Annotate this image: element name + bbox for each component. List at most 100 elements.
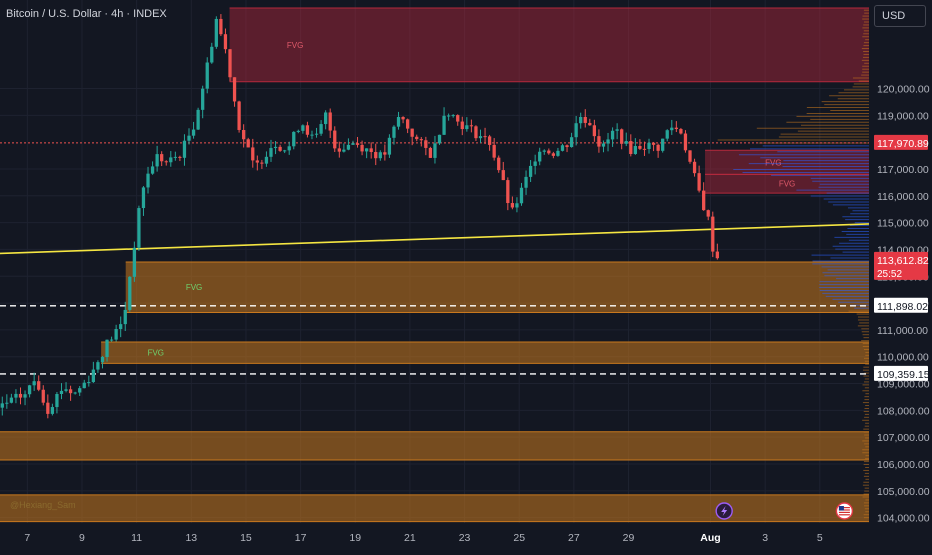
candle-body	[629, 141, 633, 154]
trendline[interactable]	[0, 223, 870, 255]
price-label-box	[874, 365, 928, 381]
candle-body	[264, 156, 269, 164]
candle-body	[451, 115, 455, 117]
time-tick-label: 11	[131, 532, 142, 544]
price-label-value: 113,612.82	[877, 255, 929, 267]
candle-body	[160, 154, 164, 162]
candle-body	[27, 385, 32, 395]
fvg-zone	[705, 150, 869, 175]
candle-body	[442, 115, 446, 135]
candle-body	[232, 77, 237, 102]
time-axis[interactable]: 7 9 11 13 15 17 19 21 23 25 27 29 Aug 3 5	[0, 523, 932, 550]
candle-body	[73, 392, 77, 394]
candle-body	[100, 357, 105, 363]
currency-button[interactable]: USD	[874, 5, 926, 27]
price-label-box	[874, 251, 928, 280]
candle-body	[506, 180, 510, 204]
price-label-box	[874, 297, 928, 313]
candle-body	[18, 393, 23, 398]
candle-body	[164, 161, 168, 163]
candle-body	[114, 329, 118, 340]
candle-body	[251, 147, 255, 161]
price-tick-label: 108,000.00	[877, 405, 930, 417]
candle-body	[41, 389, 45, 403]
candle-body	[324, 112, 328, 125]
candle-body	[446, 115, 451, 117]
candle-body	[551, 153, 556, 156]
flag-stripe	[838, 509, 850, 511]
candle-body	[301, 125, 305, 131]
lightning-glyph	[721, 506, 728, 516]
candle-body	[515, 203, 519, 208]
candle-body	[155, 154, 159, 167]
candle-body	[374, 151, 378, 159]
candle-body	[360, 144, 364, 152]
time-tick-label: 21	[404, 532, 416, 544]
candle-body	[679, 129, 683, 134]
candle-body	[670, 127, 674, 131]
time-tick-label: 27	[568, 532, 580, 544]
candle-body	[132, 247, 136, 277]
candle-body	[560, 145, 565, 151]
candle-body	[538, 151, 542, 162]
candle-body	[579, 116, 583, 124]
candle-body	[638, 146, 642, 149]
time-axis-bg	[0, 523, 932, 550]
price-tick-label: 119,000.00	[877, 110, 929, 122]
candle-body	[273, 146, 278, 149]
candle-body	[624, 141, 628, 144]
candle-body	[123, 309, 127, 325]
fvg-label: FVG	[765, 158, 781, 167]
candle-body	[656, 144, 660, 151]
time-tick-label: 19	[349, 532, 361, 544]
candle-body	[588, 122, 592, 126]
candle-body	[305, 125, 310, 135]
price-tick-label: 110,000.00	[877, 352, 929, 364]
price-label-box	[874, 134, 928, 150]
candle-body	[182, 140, 187, 158]
candle-body	[565, 145, 569, 148]
time-tick-label: 23	[459, 532, 471, 544]
candle-body	[569, 137, 574, 148]
candle-body	[364, 148, 369, 152]
candle-body	[296, 130, 300, 132]
flag-stripe	[838, 511, 850, 513]
candle-body	[396, 116, 401, 127]
candle-body	[23, 394, 27, 398]
candle-body	[497, 157, 501, 171]
candle-body	[150, 166, 155, 174]
price-tick-label: 120,000.00	[877, 84, 930, 96]
candle-body	[196, 109, 200, 130]
event-icons[interactable]	[715, 502, 854, 520]
candle-body	[697, 173, 701, 191]
candle-body	[574, 123, 578, 138]
candle-body	[219, 18, 223, 35]
price-tick-label: 107,000.00	[877, 432, 930, 444]
price-label-value: 109,359.15	[877, 369, 930, 381]
watermark: @Hexiang_Sam	[10, 500, 76, 510]
candle-body	[702, 190, 706, 211]
candle-body	[642, 148, 647, 150]
candle-body	[424, 140, 428, 148]
candle-body	[501, 170, 505, 181]
candle-body	[478, 136, 483, 139]
candle-body	[433, 143, 437, 158]
candle-body	[64, 389, 68, 391]
candle-body	[96, 362, 100, 370]
candle-body	[528, 165, 533, 177]
candle-body	[237, 101, 241, 130]
candle-body	[242, 129, 246, 140]
candle-body	[310, 134, 314, 136]
candle-body	[287, 146, 291, 151]
candle-body	[661, 138, 665, 151]
candle-body	[533, 161, 537, 166]
candle-body	[601, 143, 606, 147]
candle-body	[583, 116, 587, 123]
candle-body	[592, 125, 597, 137]
fvg-label: FVG	[148, 349, 164, 358]
candle-body	[711, 216, 715, 252]
price-tick-label: 106,000.00	[877, 459, 930, 471]
symbol-title[interactable]: Bitcoin / U.S. Dollar · 4h · INDEX	[6, 8, 167, 20]
